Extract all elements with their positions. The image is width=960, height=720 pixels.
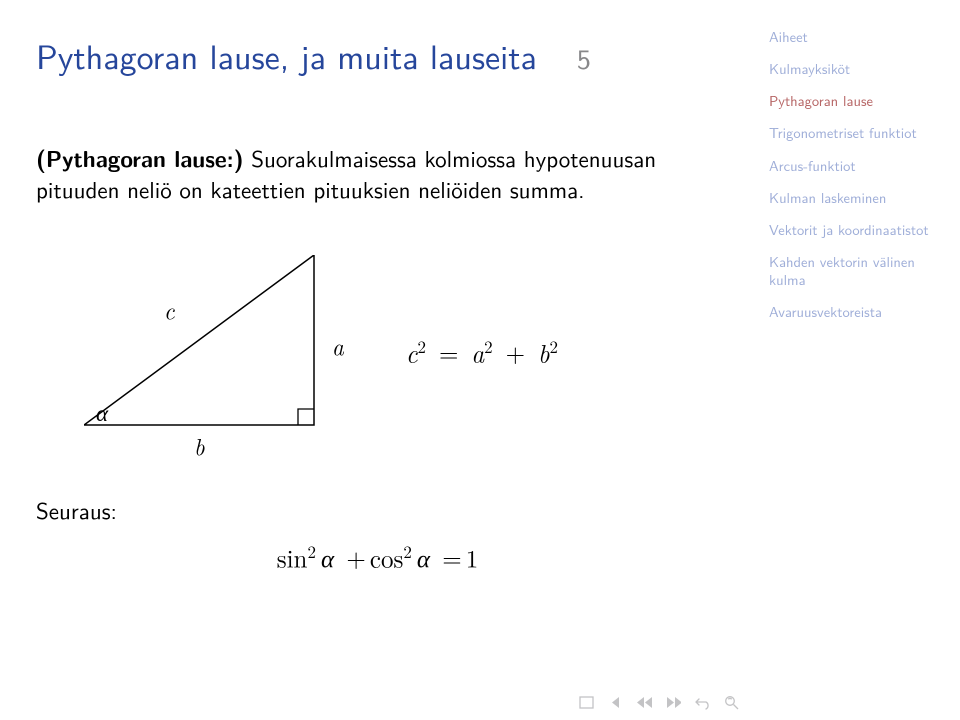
label-c: c bbox=[164, 293, 175, 326]
sidebar-toc: Aiheet Kulmayksiköt Pythagoran lause Tri… bbox=[755, 0, 960, 720]
corollary-label: Seuraus: bbox=[36, 493, 719, 527]
formula-c: c bbox=[406, 335, 418, 370]
corollary-sin: sin bbox=[277, 540, 308, 575]
theorem-block: (Pythagoran lause:) Suorakulmaisessa kol… bbox=[36, 142, 719, 205]
main-content: Pythagoran lause, ja muita lauseita 5 (P… bbox=[0, 0, 755, 720]
slide-number: 5 bbox=[577, 37, 591, 78]
back-icon[interactable] bbox=[695, 695, 710, 710]
label-a: a bbox=[332, 329, 344, 362]
prev-section-icon[interactable] bbox=[637, 695, 652, 710]
toc-item-pythagoran[interactable]: Pythagoran lause bbox=[769, 92, 938, 110]
toc-item-arcus[interactable]: Arcus-funktiot bbox=[769, 157, 938, 175]
formula-b-sq: 2 bbox=[550, 334, 559, 358]
formula-a-sq: 2 bbox=[484, 334, 493, 358]
toc-item-kulmayksikot[interactable]: Kulmayksiköt bbox=[769, 60, 938, 78]
label-b: b bbox=[194, 429, 205, 462]
formula-b: b bbox=[538, 335, 550, 370]
corollary-alpha1: α bbox=[321, 540, 334, 575]
toc-item-aiheet[interactable]: Aiheet bbox=[769, 28, 938, 46]
corollary-formula: sin2 α +cos2 α =1 bbox=[36, 539, 719, 575]
triangle-svg bbox=[84, 255, 334, 445]
corollary-cos: cos bbox=[370, 540, 403, 575]
corollary-sin-sq: 2 bbox=[307, 539, 316, 563]
corollary-eq: = bbox=[438, 540, 465, 575]
triangle-figure: c a b α bbox=[36, 247, 346, 457]
pythagoras-formula: c2 = a2 + b2 bbox=[406, 334, 558, 370]
corollary-cos-sq: 2 bbox=[403, 539, 412, 563]
next-section-icon[interactable] bbox=[666, 695, 681, 710]
prev-slide-icon[interactable] bbox=[608, 695, 623, 710]
nav-footer bbox=[579, 695, 739, 710]
theorem-name: (Pythagoran lause:) bbox=[36, 141, 244, 174]
corollary-plus: + bbox=[342, 540, 369, 575]
formula-eq: = bbox=[435, 335, 462, 370]
toc-item-trigonometriset[interactable]: Trigonometriset funktiot bbox=[769, 124, 938, 142]
toc-item-vektorit[interactable]: Vektorit ja koordinaatistot bbox=[769, 221, 938, 239]
corollary-one: 1 bbox=[466, 540, 479, 575]
formula-c-sq: 2 bbox=[418, 334, 427, 358]
first-slide-icon[interactable] bbox=[579, 695, 594, 710]
corollary-block: Seuraus: sin2 α +cos2 α =1 bbox=[36, 493, 719, 575]
toc-item-kulman[interactable]: Kulman laskeminen bbox=[769, 189, 938, 207]
toc-item-avaruus[interactable]: Avaruusvektoreista bbox=[769, 303, 938, 321]
formula-a: a bbox=[471, 335, 484, 370]
formula-plus: + bbox=[502, 335, 529, 370]
slide: Pythagoran lause, ja muita lauseita 5 (P… bbox=[0, 0, 960, 720]
label-alpha: α bbox=[96, 395, 108, 428]
corollary-alpha2: α bbox=[417, 540, 430, 575]
title-row: Pythagoran lause, ja muita lauseita 5 bbox=[36, 30, 719, 80]
slide-title: Pythagoran lause, ja muita lauseita bbox=[36, 30, 537, 80]
toc-item-kahden[interactable]: Kahden vektorin välinen kulma bbox=[769, 253, 938, 289]
figure-row: c a b α c2 = a2 + b2 bbox=[36, 247, 719, 457]
search-icon[interactable] bbox=[724, 695, 739, 710]
